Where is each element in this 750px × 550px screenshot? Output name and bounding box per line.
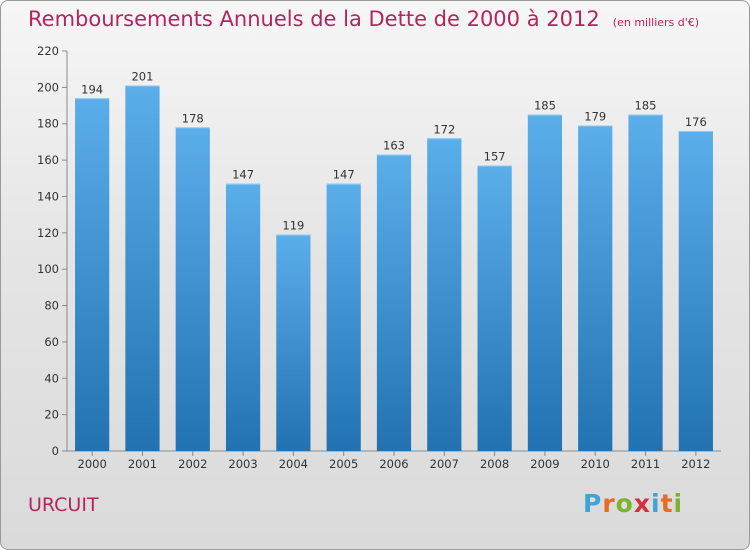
bar <box>376 154 412 452</box>
bar-value-label: 201 <box>131 70 153 84</box>
data-labels: 194 201 178 147 119 147 163 172 157 185 179 185 176 <box>81 70 707 233</box>
x-tick-label: 2001 <box>128 457 157 471</box>
y-tick-label: 180 <box>37 117 59 131</box>
x-tick-label: 2011 <box>631 457 660 471</box>
y-tick-label: 200 <box>37 80 59 94</box>
x-axis: 2000 2001 2002 2003 2004 2005 2006 2007 2008 2009… <box>67 450 721 471</box>
x-tick-label: 2006 <box>379 457 408 471</box>
brand-logo-letter: x <box>633 489 651 518</box>
y-tick-label: 60 <box>44 335 59 349</box>
brand-logo-letter: i <box>651 489 661 518</box>
y-tick-label: 160 <box>37 153 59 167</box>
bar <box>527 114 563 452</box>
y-tick-label: 120 <box>37 226 59 240</box>
y-tick-label: 80 <box>44 299 59 313</box>
title-row: Remboursements Annuels de la Dette de 20… <box>28 7 699 31</box>
bar <box>678 131 713 451</box>
x-tick-label: 2007 <box>430 457 459 471</box>
x-tick-label: 2002 <box>178 457 207 471</box>
x-tick-label: 2004 <box>279 457 308 471</box>
bar-value-label: 179 <box>584 110 606 124</box>
y-tick-label: 40 <box>44 371 59 385</box>
y-tick-label: 20 <box>44 408 59 422</box>
bars <box>75 85 713 452</box>
y-axis: 0 20 40 60 80 100 120 140 160 180 200 220 <box>37 44 68 458</box>
bar-value-label: 147 <box>333 168 355 182</box>
bar <box>326 183 361 451</box>
bar <box>477 165 512 451</box>
x-tick-label: 2003 <box>228 457 257 471</box>
bar <box>125 85 160 451</box>
bar-value-label: 178 <box>182 111 204 125</box>
bar <box>578 125 613 451</box>
brand-logo[interactable]: Proxiti <box>583 489 683 518</box>
x-tick-label: 2005 <box>329 457 358 471</box>
bar-value-label: 185 <box>534 99 556 113</box>
y-tick-label: 220 <box>37 44 59 58</box>
bar-value-label: 176 <box>685 115 707 129</box>
bar <box>276 234 311 451</box>
bar <box>427 138 462 452</box>
bar-value-label: 172 <box>433 122 455 136</box>
chart-unit: (en milliers d'€) <box>612 16 700 29</box>
x-tick-label: 2008 <box>480 457 509 471</box>
chart-title: Remboursements Annuels de la Dette de 20… <box>28 7 600 31</box>
x-tick-label: 2012 <box>681 457 710 471</box>
x-tick-label: 2000 <box>78 457 107 471</box>
x-tick-label: 2009 <box>530 457 559 471</box>
brand-logo-letter: i <box>673 489 684 518</box>
bar <box>75 98 110 451</box>
bar <box>225 183 261 451</box>
bar <box>628 114 663 452</box>
bar-value-label: 185 <box>635 99 657 113</box>
y-tick-label: 100 <box>37 262 59 276</box>
bar <box>175 127 210 451</box>
bar-value-label: 147 <box>232 168 254 182</box>
brand-logo-letter: t <box>660 489 674 518</box>
x-tick-label: 2010 <box>581 457 610 471</box>
y-tick-label: 0 <box>52 444 59 458</box>
brand-logo-letter: o <box>615 489 634 518</box>
bar-value-label: 119 <box>282 219 304 233</box>
brand-logo-letter: r <box>602 489 616 518</box>
bar-value-label: 163 <box>383 139 405 153</box>
location-label: URCUIT <box>28 494 99 516</box>
y-tick-label: 140 <box>37 189 59 203</box>
bar-value-label: 194 <box>81 82 103 96</box>
bar-value-label: 157 <box>484 150 506 164</box>
brand-logo-letter: P <box>583 489 603 518</box>
